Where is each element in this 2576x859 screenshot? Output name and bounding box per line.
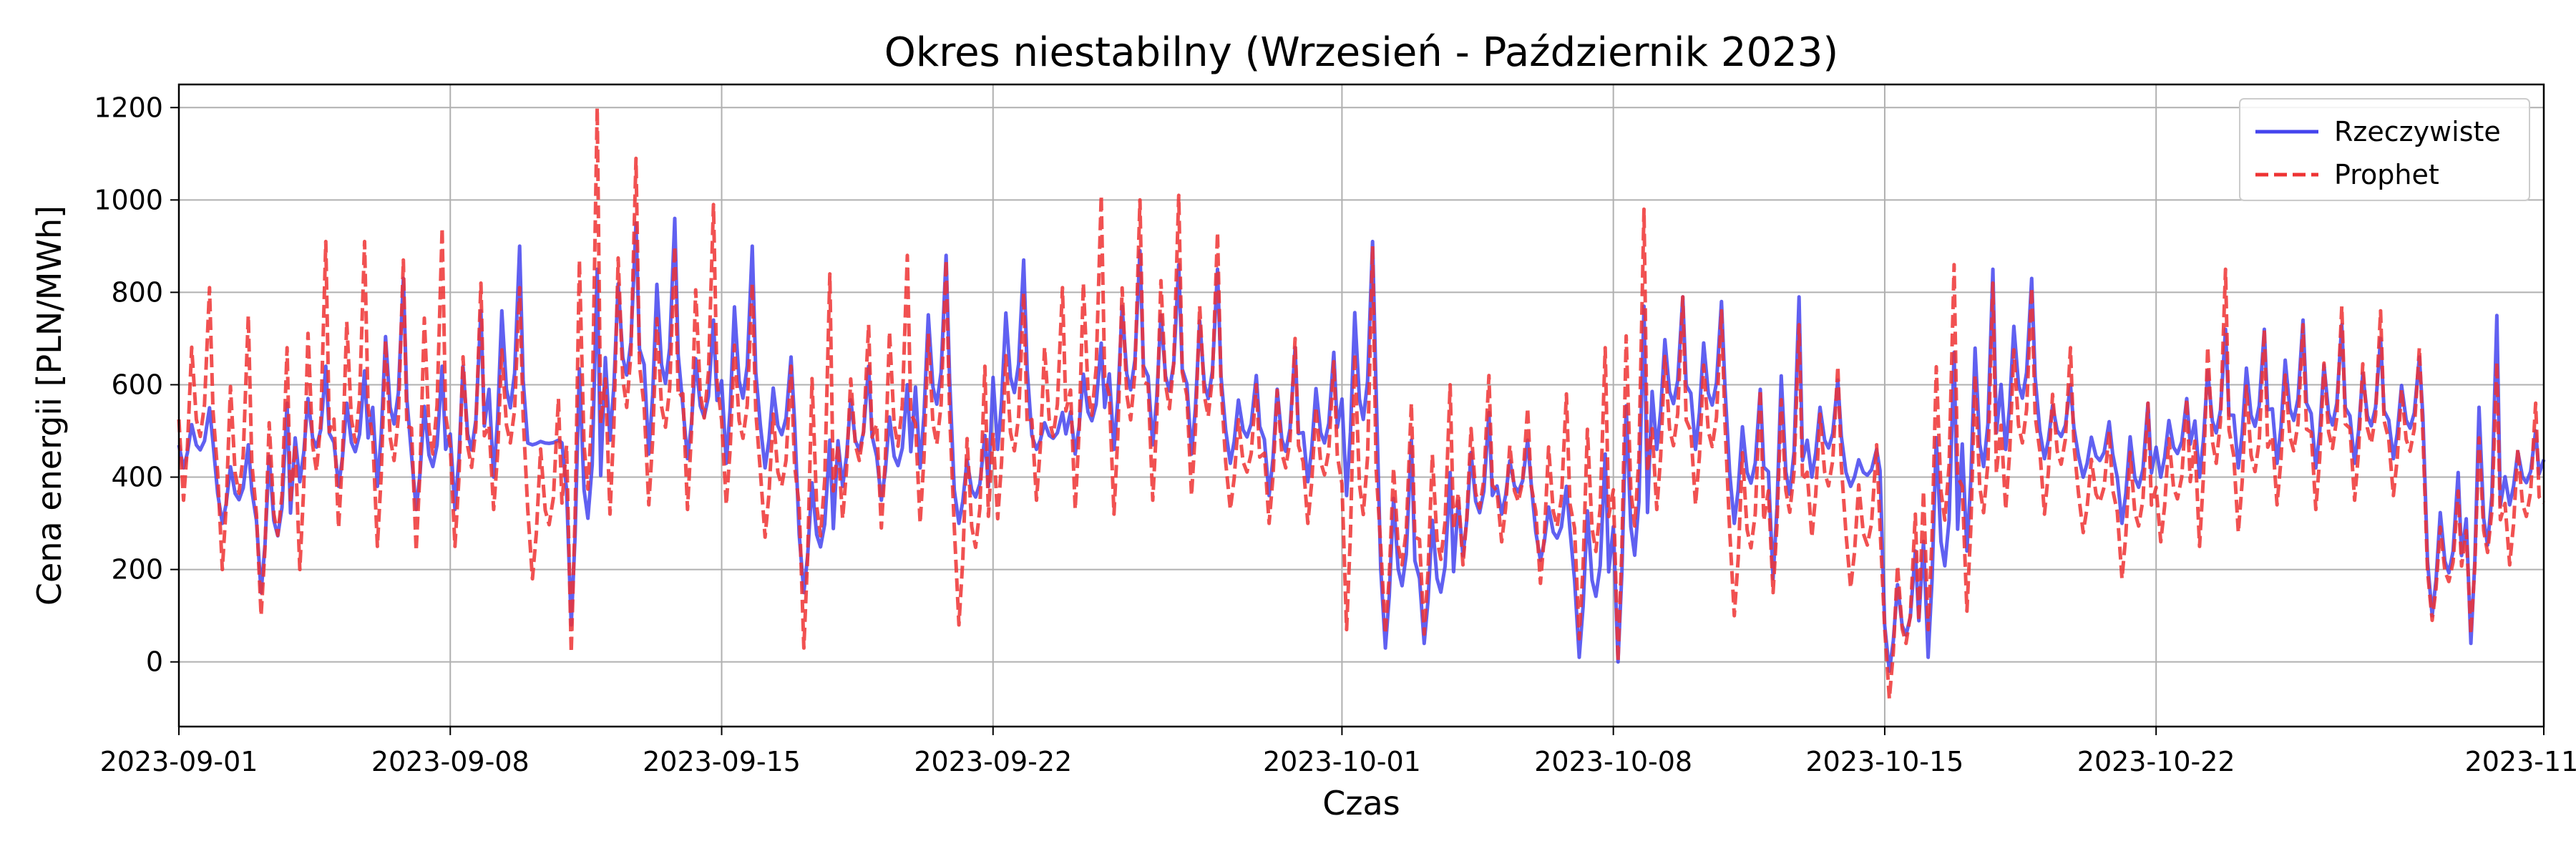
y-tick-label: 0 [146,646,163,678]
y-tick-label: 1200 [94,92,163,123]
x-tick-label: 2023-10-15 [1806,746,1964,777]
x-tick-label: 2023-10-08 [1534,746,1692,777]
legend: Rzeczywiste Prophet [2239,98,2530,201]
series-line-prophet [177,105,2545,701]
y-axis-title: Cena energii [PLN/MWh] [30,205,69,606]
x-tick-label: 2023-11-01 [2465,746,2576,777]
x-tick-label: 2023-09-08 [371,746,530,777]
axis-ticks: 2023-09-01 2023-09-08 2023-09-15 2023-09-22… [94,92,2576,777]
y-tick-label: 1000 [94,184,163,215]
x-tick-label: 2023-09-15 [643,746,801,777]
y-tick-label: 200 [111,554,163,586]
plot-frame [177,83,2545,728]
x-tick-label: 2023-10-01 [1263,746,1421,777]
chart-title: Okres niestabilny (Wrzesień - Październi… [884,29,1838,76]
y-tick-label: 400 [111,462,163,493]
x-tick-label: 2023-09-22 [914,746,1072,777]
legend-label-prophet: Prophet [2334,159,2439,190]
series-layer [177,105,2546,701]
y-tick-label: 600 [111,369,163,400]
x-tick-label: 2023-10-22 [2077,746,2235,777]
x-tick-label: 2023-09-01 [100,746,258,777]
y-tick-label: 800 [111,276,163,308]
legend-label-rzeczywiste: Rzeczywiste [2334,116,2501,147]
x-axis-title: Czas [1322,784,1400,822]
